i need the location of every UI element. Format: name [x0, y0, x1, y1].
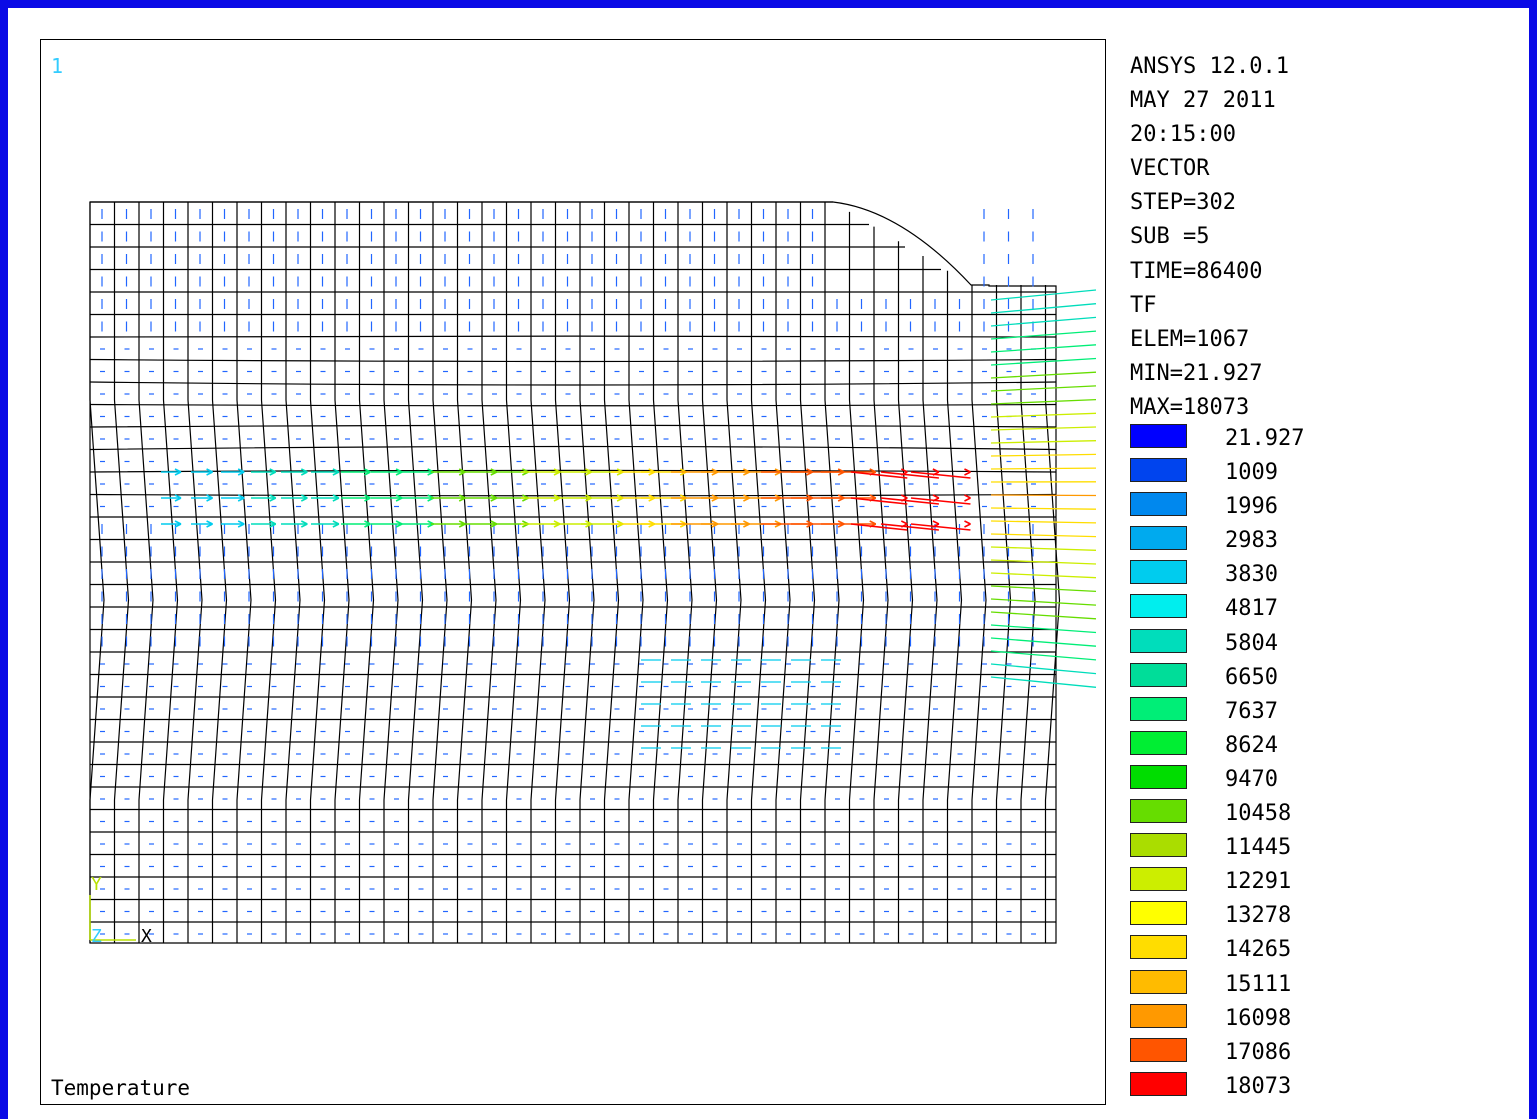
- legend-value: 4817: [1225, 596, 1278, 622]
- legend-value: 1009: [1225, 460, 1278, 486]
- legend-swatch: [1130, 867, 1187, 892]
- legend-swatch: [1130, 935, 1187, 960]
- legend-swatch: [1130, 799, 1187, 824]
- legend-value: 12291: [1225, 869, 1292, 895]
- info-line: VECTOR: [1130, 156, 1210, 182]
- legend-swatch: [1130, 526, 1187, 551]
- legend-swatch: [1130, 1071, 1187, 1096]
- info-line: 20:15:00: [1130, 122, 1236, 148]
- legend-swatch: [1130, 901, 1187, 926]
- legend-value: 15111: [1225, 971, 1292, 997]
- mesh-vector-plot: Y Z X: [89, 201, 1097, 947]
- plot-canvas: Y Z X 1 Temperature ANSYS 12.0.1 MAY 27 …: [8, 8, 1529, 1119]
- info-line: MAX=18073: [1130, 394, 1250, 420]
- legend-swatch: [1130, 696, 1187, 721]
- legend-value: 11445: [1225, 835, 1292, 861]
- thermal-flux-vectors: [100, 209, 1097, 935]
- finite-element-mesh: [89, 201, 1061, 944]
- legend-swatch: [1130, 1037, 1187, 1062]
- legend-value: 6650: [1225, 664, 1278, 690]
- info-line: STEP=302: [1130, 190, 1236, 216]
- plot-info-panel: ANSYS 12.0.1 MAY 27 2011 20:15:00 VECTOR…: [1130, 50, 1289, 425]
- legend-value: 10458: [1225, 801, 1292, 827]
- legend-value: 3830: [1225, 562, 1278, 588]
- legend-swatch: [1130, 969, 1187, 994]
- legend-value: 5804: [1225, 630, 1278, 656]
- legend-value: 7637: [1225, 698, 1278, 724]
- legend-value: 13278: [1225, 903, 1292, 929]
- legend-value: 1996: [1225, 494, 1278, 520]
- graphics-viewport: Y Z X 1 Temperature: [40, 39, 1106, 1105]
- legend-swatch: [1130, 560, 1187, 585]
- legend-swatch: [1130, 458, 1187, 483]
- info-line: ANSYS 12.0.1: [1130, 54, 1289, 79]
- legend-swatch: [1130, 1003, 1187, 1028]
- legend-value: 2983: [1225, 528, 1278, 554]
- legend-value: 18073: [1225, 1073, 1292, 1099]
- info-line: MAY 27 2011: [1130, 88, 1276, 114]
- info-line: TIME=86400: [1130, 258, 1263, 284]
- legend-swatch: [1130, 764, 1187, 789]
- legend-value: 9470: [1225, 766, 1278, 792]
- legend-swatch: [1130, 833, 1187, 858]
- legend-value: 8624: [1225, 732, 1278, 758]
- info-line: SUB =5: [1130, 224, 1210, 250]
- window-number: 1: [51, 54, 64, 78]
- legend-swatch: [1130, 594, 1187, 619]
- legend-value: 21.927: [1225, 426, 1305, 451]
- legend-value: 17086: [1225, 1039, 1292, 1065]
- legend-swatch: [1130, 628, 1187, 653]
- legend-swatch: [1130, 662, 1187, 687]
- triad-z-label: Z: [91, 926, 102, 947]
- legend-swatch: [1130, 424, 1187, 448]
- legend-value: 14265: [1225, 937, 1292, 963]
- info-line: ELEM=1067: [1130, 326, 1250, 352]
- info-line: TF: [1130, 292, 1157, 318]
- plot-label: Temperature: [51, 1076, 191, 1100]
- legend-swatch: [1130, 730, 1187, 755]
- info-line: MIN=21.927: [1130, 360, 1263, 386]
- triad-x-label: X: [141, 926, 152, 947]
- legend-value: 16098: [1225, 1005, 1292, 1031]
- triad-y-label: Y: [91, 874, 102, 895]
- legend-swatch: [1130, 492, 1187, 517]
- coordinate-triad: Y Z X: [89, 874, 152, 947]
